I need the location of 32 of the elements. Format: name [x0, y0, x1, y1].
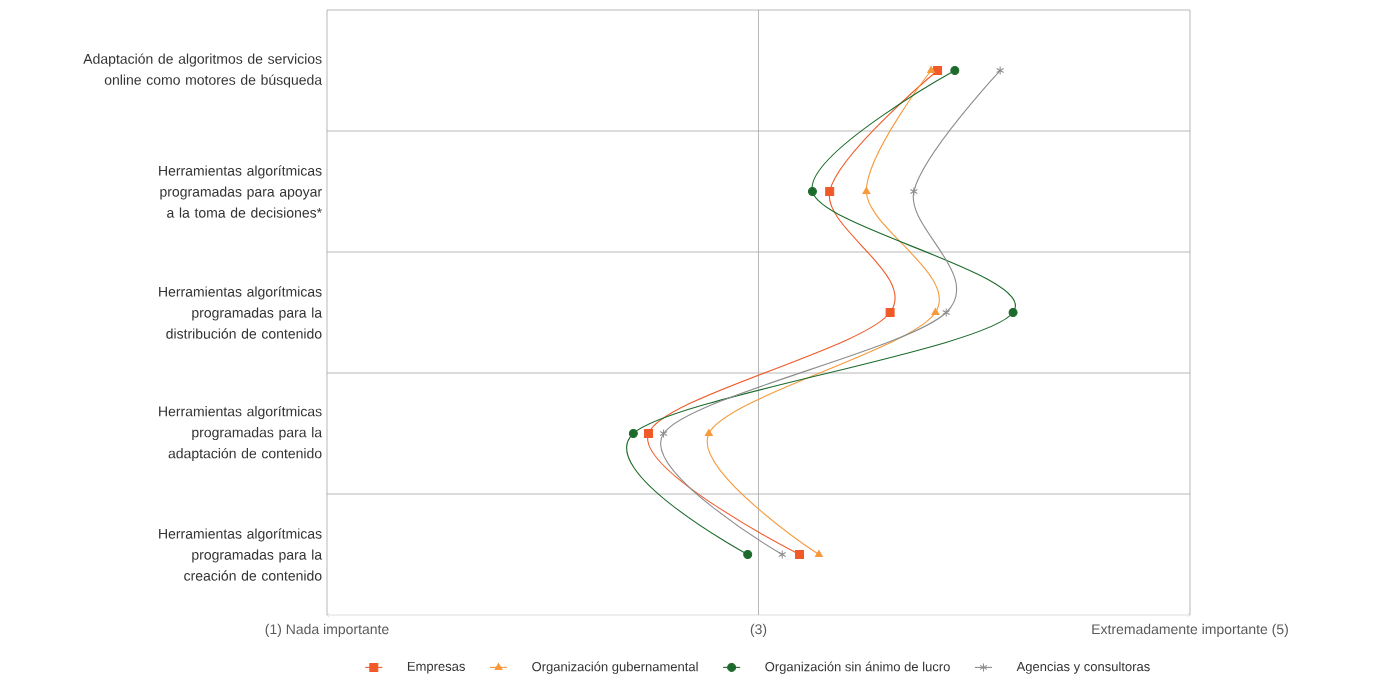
point [931, 308, 940, 316]
legend-label: Organización sin ánimo de lucro [765, 661, 950, 674]
point [933, 66, 943, 75]
legend-label: Empresas [407, 661, 465, 674]
point [862, 187, 871, 195]
point [996, 66, 1005, 75]
point [927, 66, 936, 74]
point [825, 187, 835, 197]
x-tick-label: Extremadamente importante (5) [1092, 623, 1288, 637]
y-tick-label: Herramientas algorítmicas programadas para la distribución de contenido [159, 286, 323, 339]
y-tick-label: Herramientas algorítmicas programadas para apoyar a la toma de decisiones* [159, 165, 322, 218]
point [628, 429, 638, 439]
point [643, 429, 653, 439]
point [778, 550, 787, 560]
x-tick-label: (1) Nada importante [265, 623, 389, 637]
y-tick-label: Herramientas algorítmicas programadas para la adaptación de contenido [159, 405, 323, 462]
point [1008, 308, 1018, 318]
point [743, 550, 753, 560]
legend-label: Agencias y consultoras [1016, 661, 1150, 674]
point [704, 429, 713, 437]
point [885, 308, 895, 318]
point [814, 550, 823, 558]
point [794, 550, 804, 560]
point [909, 187, 918, 197]
point [942, 308, 951, 318]
point [659, 429, 668, 439]
y-tick-label: Adaptación de algoritmos de servicios online como motores de búsqueda [83, 53, 323, 88]
legend-label: Organización gubernamental [532, 661, 698, 674]
x-tick-label: (3) [750, 623, 767, 637]
point [950, 66, 960, 75]
point [807, 187, 817, 197]
y-tick-label: Herramientas algorítmicas programadas para la creación de contenido [159, 528, 323, 581]
